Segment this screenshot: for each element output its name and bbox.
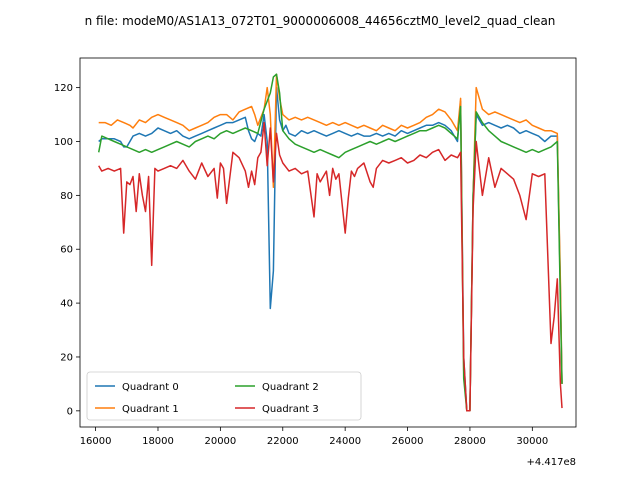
legend-label: Quadrant 2 (262, 382, 319, 393)
series-line-3 (98, 121, 563, 412)
x-tick-label: 26000 (392, 436, 424, 447)
x-tick-label: 28000 (454, 436, 486, 447)
y-tick-label: 120 (54, 83, 73, 94)
legend-label: Quadrant 3 (262, 404, 319, 415)
x-tick-label: 16000 (80, 436, 112, 447)
y-axis: 0 20 40 60 80 100 120 (54, 83, 80, 417)
legend-label: Quadrant 1 (122, 404, 179, 415)
plot-frame (79, 57, 577, 428)
x-tick-label: 18000 (142, 436, 174, 447)
y-tick-label: 40 (60, 299, 73, 310)
y-tick-label: 60 (60, 245, 73, 256)
legend: Quadrant 0 Quadrant 1 Quadrant 2 Quadrant 3 (86, 371, 362, 421)
y-tick-label: 80 (60, 191, 73, 202)
x-tick-label: 20000 (204, 436, 236, 447)
legend-box (86, 371, 362, 421)
series-line-2 (97, 73, 563, 412)
x-tick-label: 30000 (516, 436, 548, 447)
y-tick-label: 0 (67, 406, 73, 417)
y-tick-label: 100 (54, 137, 73, 148)
chart-title: n file: modeM0/AS1A13_072T01_9000006008_… (85, 14, 556, 28)
series-line-1 (98, 73, 563, 412)
x-tick-label: 22000 (267, 436, 299, 447)
x-offset-label: +4.417e8 (526, 457, 576, 468)
y-tick-label: 20 (60, 352, 73, 363)
x-tick-label: 24000 (329, 436, 361, 447)
legend-label: Quadrant 0 (122, 382, 179, 393)
series-line-0 (98, 86, 563, 412)
x-axis: 16000 18000 20000 22000 24000 26000 28000 30000 (80, 427, 548, 447)
series-layer (97, 73, 563, 412)
